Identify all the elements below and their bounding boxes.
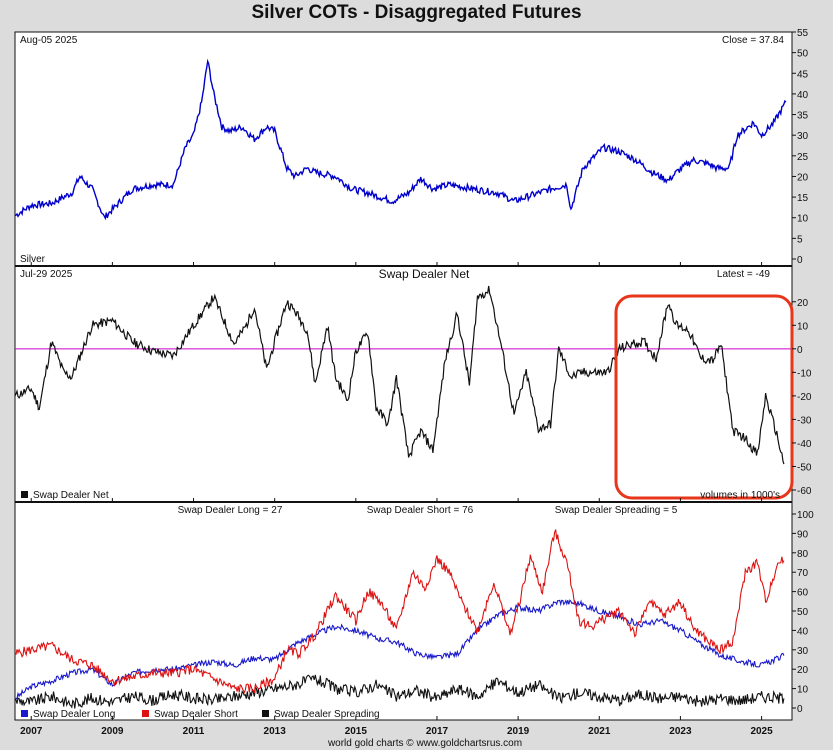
net-y-axis: -60 -50 -40 -30 -20 -10 0 10 20 [792,298,812,497]
legend-short: Swap Dealer Short [154,709,238,720]
short-value: Swap Dealer Short = 76 [367,505,474,516]
series-swap-dealer-net [14,285,785,465]
price-y-axis: 0 5 10 15 20 25 30 35 40 45 50 55 [792,28,809,266]
series-swap-dealer-spreading [14,674,785,709]
legend-net: Swap Dealer Net [33,490,109,501]
y-tick-label: -20 [797,392,812,403]
net-latest: Latest = -49 [717,269,771,280]
series-silver [14,58,787,221]
y-tick-label: 30 [797,131,809,142]
y-tick-label: 45 [797,69,809,80]
y-tick-label: -60 [797,486,812,497]
legend-short-swatch [142,710,149,717]
series-swap-dealer-short [14,529,785,695]
x-tick-label: 2015 [345,726,368,737]
y-tick-label: 50 [797,607,809,618]
y-tick-label: -30 [797,415,812,426]
y-tick-label: 80 [797,549,809,560]
y-tick-label: 40 [797,626,809,637]
x-axis: 2007 2009 2011 2013 2015 2017 2019 2021 2023 2025 [20,262,773,737]
positions-y-axis: 0 10 20 30 40 50 60 70 80 90 100 [792,510,814,715]
net-title: Swap Dealer Net [379,267,470,281]
y-tick-label: 30 [797,646,809,657]
y-tick-label: 15 [797,193,809,204]
net-date: Jul-29 2025 [20,269,73,280]
price-close: Close = 37.84 [722,35,784,46]
y-tick-label: 90 [797,529,809,540]
y-tick-label: 100 [797,510,814,521]
y-tick-label: 20 [797,298,809,309]
y-tick-label: -10 [797,368,812,379]
chart-title: Silver COTs - Disaggregated Futures [251,2,582,23]
y-tick-label: 25 [797,152,809,163]
legend-long-swatch [21,710,28,717]
x-tick-label: 2009 [101,726,124,737]
x-tick-label: 2025 [750,726,773,737]
y-tick-label: 70 [797,568,809,579]
x-tick-label: 2023 [669,726,692,737]
legend-long: Swap Dealer Long [33,709,115,720]
y-tick-label: 40 [797,90,809,101]
x-tick-label: 2013 [264,726,287,737]
y-tick-label: 60 [797,588,809,599]
y-tick-label: 0 [797,704,803,715]
series-swap-dealer-long [14,599,785,700]
y-tick-label: 0 [797,345,803,356]
x-tick-label: 2017 [426,726,449,737]
x-tick-label: 2007 [20,726,43,737]
spreading-value: Swap Dealer Spreading = 5 [555,505,678,516]
positions-panel [14,501,793,721]
y-tick-label: 20 [797,172,809,183]
y-tick-label: 20 [797,665,809,676]
highlight-box [614,294,794,500]
y-tick-label: 10 [797,685,809,696]
legend-net-swatch [21,491,28,498]
y-tick-label: 50 [797,49,809,60]
footer-credit: world gold charts © www.goldchartsrus.co… [327,738,522,749]
legend-spreading: Swap Dealer Spreading [274,709,380,720]
y-tick-label: -50 [797,462,812,473]
y-tick-label: 35 [797,111,809,122]
y-tick-label: 55 [797,28,809,39]
x-tick-label: 2019 [507,726,530,737]
volumes-note: volumes in 1000's [700,490,780,501]
long-value: Swap Dealer Long = 27 [178,505,283,516]
x-tick-label: 2011 [183,726,205,737]
y-tick-label: 0 [797,255,803,266]
legend-spread-swatch [262,710,269,717]
price-panel [14,31,793,267]
y-tick-label: 10 [797,321,809,332]
y-tick-label: 5 [797,234,803,245]
price-date: Aug-05 2025 [20,35,78,46]
y-tick-label: -40 [797,439,812,450]
net-panel [14,265,793,503]
y-tick-label: 10 [797,214,809,225]
x-tick-label: 2021 [588,726,611,737]
price-name: Silver [20,254,46,265]
